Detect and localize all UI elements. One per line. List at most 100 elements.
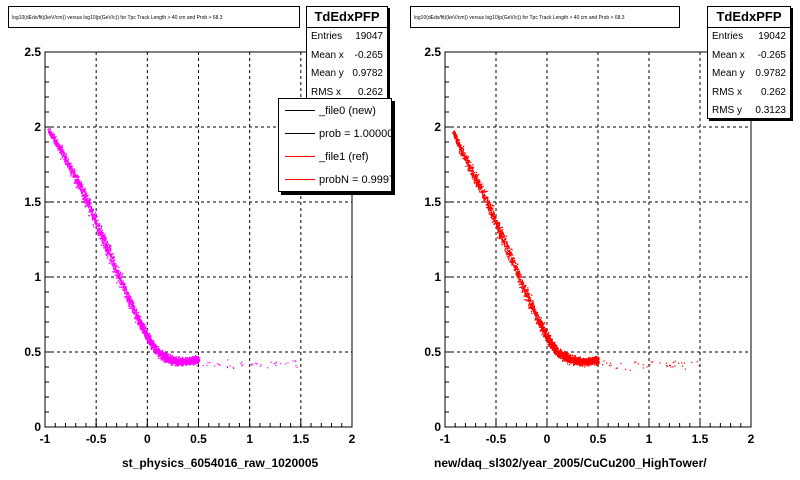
scatter-point <box>109 260 112 262</box>
scatter-point <box>189 363 192 365</box>
scatter-point <box>119 277 121 279</box>
scatter-point <box>548 343 550 345</box>
scatter-point <box>87 194 89 197</box>
scatter-point <box>84 198 87 200</box>
scatter-point <box>141 328 143 330</box>
scatter-point <box>490 209 492 211</box>
scatter-point <box>498 237 501 240</box>
scatter-point <box>117 273 119 275</box>
scatter-point <box>51 137 53 139</box>
scatter-point <box>490 215 493 217</box>
scatter-point <box>573 361 576 363</box>
scatter-point <box>152 347 154 349</box>
scatter-point <box>455 142 458 144</box>
scatter-point <box>152 345 154 347</box>
scatter-point <box>465 165 467 167</box>
scatter-point <box>165 355 167 358</box>
scatter-point <box>61 156 63 159</box>
scatter-point <box>504 249 506 251</box>
scatter-point <box>105 253 107 255</box>
scatter-point <box>176 356 178 358</box>
scatter-point <box>479 189 481 191</box>
scatter-point <box>582 358 584 360</box>
scatter-point <box>487 208 490 211</box>
scatter-point <box>157 346 160 348</box>
scatter-point <box>206 364 208 366</box>
scatter-point <box>479 185 481 188</box>
scatter-point <box>109 250 111 252</box>
scatter-point <box>111 257 114 259</box>
scatter-point <box>109 247 111 249</box>
scatter-point <box>569 364 571 366</box>
scatter-point <box>250 363 252 365</box>
scatter-point <box>178 357 180 359</box>
scatter-point <box>500 237 502 240</box>
scatter-point <box>119 271 121 273</box>
scatter-point <box>529 296 531 299</box>
scatter-point <box>175 356 177 358</box>
y-tick-label: 2 <box>34 120 41 134</box>
scatter-point <box>551 346 553 348</box>
right-plot-svg: -1 -0.5 0 0.5 1 1.5 200.511.522.5 <box>424 45 754 446</box>
scatter-point <box>470 170 472 172</box>
scatter-point <box>485 197 487 199</box>
scatter-point <box>71 169 73 172</box>
scatter-point <box>121 289 124 291</box>
scatter-point <box>57 147 59 149</box>
scatter-point <box>151 346 153 348</box>
scatter-point <box>471 174 473 176</box>
scatter-point <box>64 160 67 162</box>
scatter-point <box>94 217 96 219</box>
scatter-point <box>551 338 554 340</box>
scatter-point <box>143 332 145 335</box>
scatter-point <box>504 244 506 246</box>
scatter-point <box>170 362 172 364</box>
scatter-point <box>47 128 49 131</box>
scatter-point <box>112 263 115 265</box>
scatter-point <box>99 227 101 230</box>
scatter-point <box>592 359 594 361</box>
scatter-point <box>479 191 481 193</box>
scatter-point <box>560 357 562 360</box>
scatter-point <box>140 315 142 318</box>
scatter-point <box>127 298 129 300</box>
scatter-point <box>190 362 192 364</box>
scatter-point <box>177 365 179 367</box>
scatter-point <box>106 250 108 252</box>
scatter-point <box>593 364 596 366</box>
scatter-point <box>540 322 542 324</box>
scatter-point <box>60 150 62 153</box>
scatter-point <box>530 304 533 306</box>
scatter-point <box>563 351 565 354</box>
scatter-point <box>194 356 197 358</box>
scatter-point <box>523 283 525 285</box>
scatter-point <box>497 232 499 234</box>
scatter-point <box>99 234 102 236</box>
scatter-point <box>472 174 474 176</box>
scatter-point <box>469 164 471 166</box>
scatter-point <box>162 352 164 354</box>
scatter-point <box>113 268 115 270</box>
scatter-point <box>548 338 551 341</box>
scatter-point <box>140 325 142 327</box>
scatter-point <box>148 337 150 339</box>
scatter-point <box>112 255 115 258</box>
scatter-point <box>134 308 136 310</box>
scatter-point <box>98 234 100 236</box>
scatter-point <box>173 363 175 365</box>
scatter-point <box>77 184 79 186</box>
scatter-point <box>156 348 159 350</box>
scatter-point <box>65 155 68 157</box>
scatter-point <box>196 356 198 358</box>
scatter-point <box>96 219 98 221</box>
scatter-point <box>584 366 586 368</box>
scatter-point <box>517 281 519 283</box>
scatter-point <box>487 201 489 203</box>
scatter-point <box>186 356 188 359</box>
scatter-point <box>105 250 107 253</box>
scatter-point <box>88 197 91 200</box>
scatter-point <box>78 179 80 181</box>
scatter-point <box>193 359 195 361</box>
scatter-point <box>275 362 277 364</box>
x-tick-label: 1.5 <box>692 432 709 446</box>
